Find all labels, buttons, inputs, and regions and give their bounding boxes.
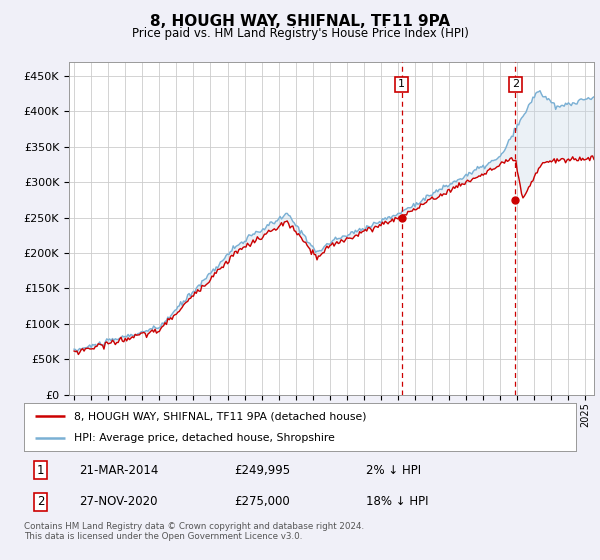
Text: £249,995: £249,995 bbox=[234, 464, 290, 477]
Text: 2: 2 bbox=[37, 495, 44, 508]
Text: 1: 1 bbox=[37, 464, 44, 477]
Text: £275,000: £275,000 bbox=[234, 495, 290, 508]
Text: Contains HM Land Registry data © Crown copyright and database right 2024.
This d: Contains HM Land Registry data © Crown c… bbox=[24, 522, 364, 542]
Text: Price paid vs. HM Land Registry's House Price Index (HPI): Price paid vs. HM Land Registry's House … bbox=[131, 27, 469, 40]
Text: 27-NOV-2020: 27-NOV-2020 bbox=[79, 495, 158, 508]
Text: 21-MAR-2014: 21-MAR-2014 bbox=[79, 464, 158, 477]
Text: 18% ↓ HPI: 18% ↓ HPI bbox=[366, 495, 429, 508]
Text: 8, HOUGH WAY, SHIFNAL, TF11 9PA (detached house): 8, HOUGH WAY, SHIFNAL, TF11 9PA (detache… bbox=[74, 411, 366, 421]
Text: 8, HOUGH WAY, SHIFNAL, TF11 9PA: 8, HOUGH WAY, SHIFNAL, TF11 9PA bbox=[150, 14, 450, 29]
Text: 2: 2 bbox=[512, 80, 519, 90]
Text: 2% ↓ HPI: 2% ↓ HPI bbox=[366, 464, 421, 477]
Text: 1: 1 bbox=[398, 80, 405, 90]
Text: HPI: Average price, detached house, Shropshire: HPI: Average price, detached house, Shro… bbox=[74, 433, 335, 443]
